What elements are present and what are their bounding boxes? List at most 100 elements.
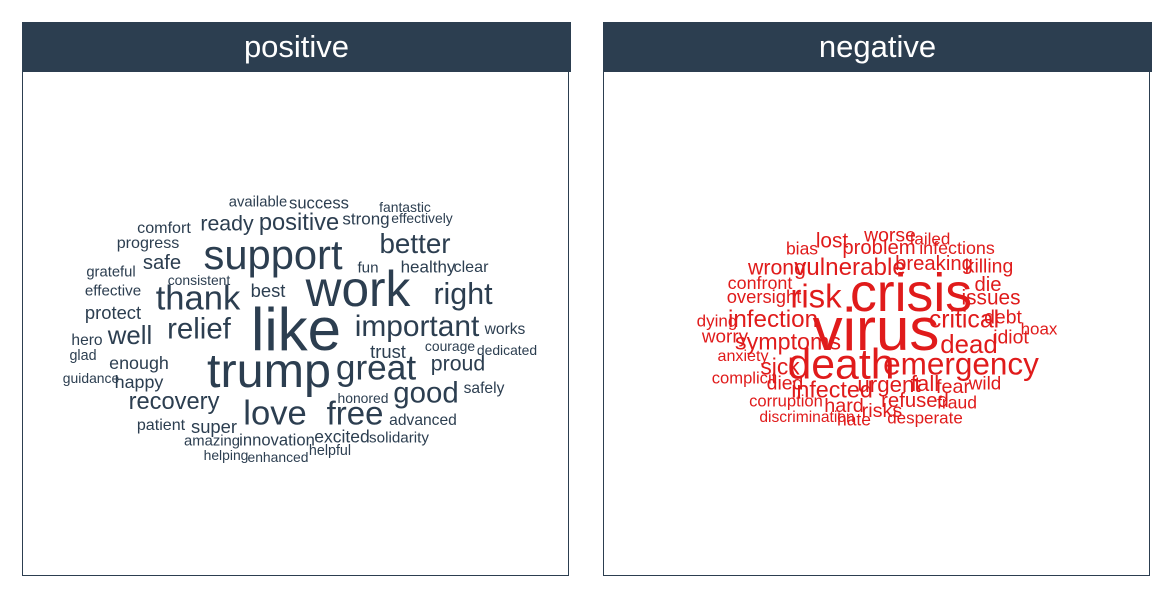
positive-word-trump: trump [207, 343, 331, 398]
negative-word-wrong: wrong [747, 255, 807, 280]
positive-word-trust: trust [370, 340, 406, 362]
negative-word-infected: infected [791, 376, 873, 403]
negative-word-infection: infection [727, 305, 819, 333]
positive-word-enhanced: enhanced [247, 449, 309, 466]
negative-word-anxiety: anxiety [717, 346, 769, 365]
positive-word-healthy: healthy [400, 257, 456, 277]
positive-word-like: like [250, 296, 342, 363]
positive-word-fantastic: fantastic [379, 199, 431, 216]
negative-word-debt: debt [984, 306, 1022, 329]
negative-word-crisis: crisis [849, 263, 973, 324]
positive-panel-title: positive [22, 22, 571, 72]
negative-word-breaking: breaking [895, 252, 973, 275]
positive-word-innovation: innovation [239, 430, 315, 450]
positive-word-support: support [203, 231, 343, 279]
positive-word-free: free [326, 394, 384, 432]
negative-panel-title: negative [603, 22, 1152, 72]
positive-word-hero: hero [71, 332, 103, 350]
positive-word-positive: positive [258, 210, 340, 237]
negative-word-risks: risks [861, 400, 903, 423]
negative-word-fear: fear [935, 376, 971, 399]
negative-word-dead: dead [940, 331, 998, 360]
negative-word-complicit: complicit [711, 368, 777, 388]
negative-word-bias: bias [785, 238, 819, 259]
negative-word-refused: refused [881, 389, 949, 412]
negative-word-confront: confront [727, 273, 793, 294]
negative-word-died: died [766, 372, 804, 395]
negative-word-die: die [974, 273, 1002, 296]
positive-word-ready: ready [200, 211, 254, 236]
positive-word-helping: helping [203, 447, 249, 464]
positive-word-dedicated: dedicated [476, 342, 538, 359]
positive-word-proud: proud [430, 351, 486, 376]
negative-word-wild: wild [968, 373, 1002, 395]
negative-word-lost: lost [815, 229, 849, 253]
negative-word-sick: sick [760, 353, 800, 380]
positive-word-work: work [305, 261, 411, 318]
negative-word-risk: risk [790, 277, 842, 315]
positive-word-right: right [433, 276, 493, 311]
negative-word-vulnerable: vulnerable [794, 253, 906, 281]
negative-word-virus: virus [812, 296, 940, 363]
positive-word-safe: safe [142, 251, 182, 274]
negative-word-worse: worse [864, 224, 916, 247]
positive-word-fun: fun [357, 259, 379, 277]
negative-word-symptoms: symptoms [734, 328, 842, 355]
positive-word-consistent: consistent [167, 272, 231, 289]
positive-word-effectively: effectively [391, 210, 453, 227]
positive-word-comfort: comfort [137, 218, 191, 237]
negative-word-problem: problem [842, 236, 916, 259]
negative-word-dying: dying [696, 311, 738, 331]
positive-word-progress: progress [116, 233, 180, 252]
positive-word-happy: happy [114, 372, 164, 393]
negative-wordcloud: virus crisis death risk emergency dead critica… [604, 72, 1149, 575]
positive-word-enough: enough [109, 353, 169, 374]
positive-word-protect: protect [84, 301, 142, 323]
positive-wordcloud: like work trump support great thank love free ri… [23, 72, 568, 575]
positive-word-best: best [250, 279, 286, 301]
positive-word-guidance: guidance [62, 370, 120, 387]
positive-word-better: better [379, 228, 451, 260]
positive-word-grateful: grateful [86, 264, 136, 281]
negative-word-oversight: oversight [726, 285, 802, 307]
negative-word-hate: hate [836, 409, 872, 430]
positive-word-well: well [107, 322, 153, 351]
positive-word-excited: excited [314, 426, 370, 447]
positive-word-strong: strong [342, 209, 390, 229]
positive-word-helpful: helpful [308, 442, 352, 459]
negative-word-issues: issues [961, 286, 1021, 310]
positive-word-super: super [190, 415, 238, 437]
positive-word-advanced: advanced [389, 412, 457, 430]
positive-word-works: works [484, 321, 526, 339]
positive-word-honored: honored [337, 390, 389, 407]
positive-wordcloud-panel: positive like work trump support great thank l… [22, 22, 571, 576]
negative-word-hoax: hoax [1020, 319, 1058, 339]
negative-word-killing: killing [964, 255, 1014, 278]
positive-word-clear: clear [453, 257, 489, 276]
negative-word-discrimination: discrimination [759, 409, 855, 427]
negative-word-infections: infections [919, 238, 995, 259]
negative-word-failed: failed [909, 229, 951, 249]
positive-word-important: important [354, 310, 480, 344]
positive-word-good: good [393, 376, 459, 410]
positive-word-relief: relief [167, 312, 231, 346]
negative-word-death: death [787, 340, 895, 389]
positive-word-amazing: amazing [184, 433, 240, 450]
positive-word-recovery: recovery [128, 389, 220, 416]
positive-word-available: available [228, 194, 288, 211]
positive-word-thank: thank [155, 279, 241, 318]
positive-word-great: great [335, 348, 417, 388]
negative-word-hard: hard [824, 395, 864, 418]
negative-word-worry: worry [701, 326, 749, 348]
negative-word-emergency: emergency [883, 345, 1039, 382]
positive-word-love: love [243, 394, 307, 433]
positive-word-courage: courage [424, 338, 476, 355]
negative-word-fraud: fraud [937, 392, 977, 413]
positive-word-effective: effective [84, 282, 142, 300]
negative-word-desperate: desperate [887, 408, 963, 428]
positive-word-solidarity: solidarity [369, 429, 429, 447]
negative-word-critical: critical [928, 306, 1000, 334]
positive-word-safely: safely [463, 380, 505, 398]
positive-word-patient: patient [136, 415, 186, 434]
negative-word-corruption: corruption [749, 391, 823, 411]
